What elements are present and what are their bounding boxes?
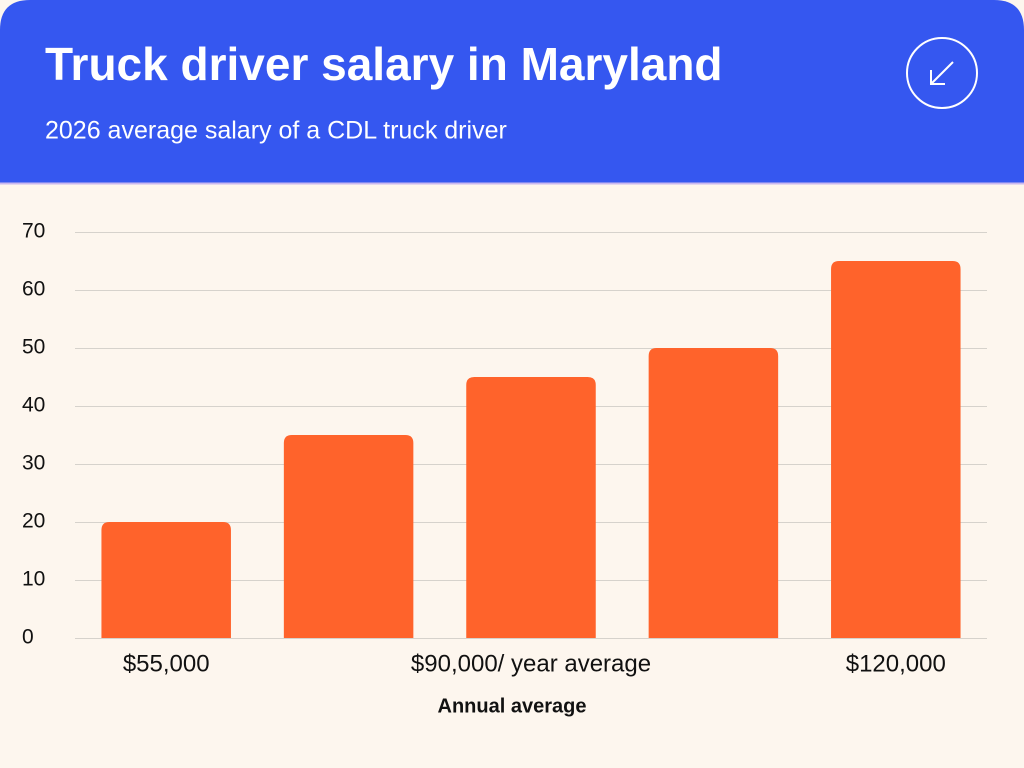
chart-title: Truck driver salary in Maryland [45, 38, 723, 90]
x-axis-label: Annual average [438, 695, 587, 717]
x-tick-label: $120,000 [846, 650, 946, 677]
y-tick-label: 50 [22, 336, 45, 359]
y-tick-label: 70 [22, 220, 45, 243]
bar [101, 522, 231, 638]
y-tick-label: 10 [22, 568, 45, 591]
x-tick-label: $55,000 [123, 650, 210, 677]
icon [906, 37, 978, 109]
bar [466, 377, 596, 638]
bar [831, 261, 961, 638]
header [0, 0, 1024, 183]
y-tick-label: 30 [22, 452, 45, 475]
y-tick-label: 0 [22, 626, 34, 649]
y-tick-label: 20 [22, 510, 45, 533]
bar [283, 435, 414, 638]
x-tick-label: $90,000/ year average [411, 650, 651, 677]
chart-subtitle: 2026 average salary of a CDL truck drive… [45, 117, 507, 145]
y-tick-label: 40 [22, 394, 45, 417]
bar [648, 348, 779, 638]
y-tick-label: 60 [22, 278, 45, 301]
